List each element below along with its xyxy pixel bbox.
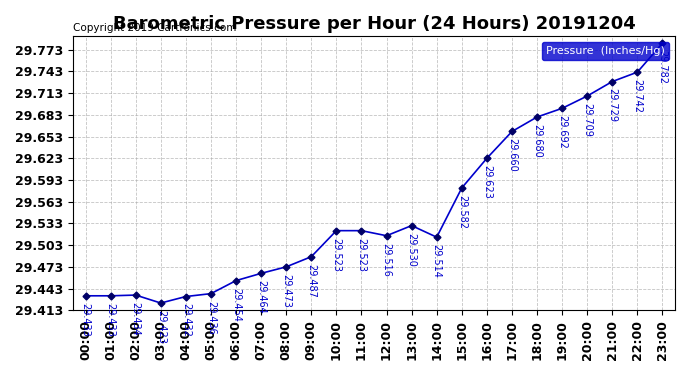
Title: Barometric Pressure per Hour (24 Hours) 20191204: Barometric Pressure per Hour (24 Hours) … (112, 15, 635, 33)
Pressure  (Inches/Hg) (232, 278, 240, 283)
Text: 29.454: 29.454 (231, 288, 241, 321)
Pressure  (Inches/Hg) (357, 228, 366, 233)
Pressure  (Inches/Hg) (207, 291, 215, 296)
Text: 29.464: 29.464 (256, 280, 266, 314)
Text: 29.523: 29.523 (331, 238, 342, 272)
Pressure  (Inches/Hg) (433, 235, 441, 239)
Pressure  (Inches/Hg) (307, 255, 315, 259)
Text: 29.709: 29.709 (582, 103, 592, 137)
Text: 29.436: 29.436 (206, 301, 216, 334)
Text: 29.487: 29.487 (306, 264, 316, 297)
Pressure  (Inches/Hg) (608, 79, 616, 84)
Text: 29.623: 29.623 (482, 165, 492, 199)
Text: 29.434: 29.434 (130, 302, 141, 336)
Text: 29.782: 29.782 (658, 50, 667, 84)
Text: 29.516: 29.516 (382, 243, 391, 276)
Pressure  (Inches/Hg) (332, 228, 340, 233)
Text: 29.680: 29.680 (532, 124, 542, 158)
Pressure  (Inches/Hg) (483, 156, 491, 160)
Text: 29.514: 29.514 (432, 244, 442, 278)
Pressure  (Inches/Hg) (257, 271, 265, 276)
Pressure  (Inches/Hg) (132, 293, 140, 297)
Pressure  (Inches/Hg) (408, 224, 416, 228)
Text: 29.432: 29.432 (181, 303, 191, 338)
Text: 29.660: 29.660 (507, 138, 517, 172)
Legend: Pressure  (Inches/Hg): Pressure (Inches/Hg) (542, 42, 669, 60)
Text: 29.729: 29.729 (607, 88, 618, 123)
Pressure  (Inches/Hg) (106, 294, 115, 298)
Pressure  (Inches/Hg) (633, 70, 642, 74)
Pressure  (Inches/Hg) (533, 115, 541, 119)
Text: Copyright 2019 Cartronics.com: Copyright 2019 Cartronics.com (73, 23, 237, 33)
Text: 29.530: 29.530 (406, 232, 417, 266)
Text: 29.423: 29.423 (156, 310, 166, 344)
Text: 29.582: 29.582 (457, 195, 466, 229)
Pressure  (Inches/Hg) (457, 186, 466, 190)
Text: 29.742: 29.742 (632, 79, 642, 113)
Text: 29.523: 29.523 (357, 238, 366, 272)
Line: Pressure  (Inches/Hg): Pressure (Inches/Hg) (83, 41, 665, 306)
Pressure  (Inches/Hg) (282, 265, 290, 269)
Pressure  (Inches/Hg) (558, 106, 566, 111)
Text: 29.433: 29.433 (106, 303, 116, 336)
Pressure  (Inches/Hg) (181, 294, 190, 299)
Text: 29.473: 29.473 (282, 274, 291, 308)
Pressure  (Inches/Hg) (81, 294, 90, 298)
Pressure  (Inches/Hg) (382, 234, 391, 238)
Text: 29.433: 29.433 (81, 303, 90, 336)
Pressure  (Inches/Hg) (157, 301, 165, 305)
Pressure  (Inches/Hg) (658, 41, 667, 45)
Pressure  (Inches/Hg) (508, 129, 516, 134)
Pressure  (Inches/Hg) (583, 94, 591, 98)
Text: 29.692: 29.692 (557, 115, 567, 149)
